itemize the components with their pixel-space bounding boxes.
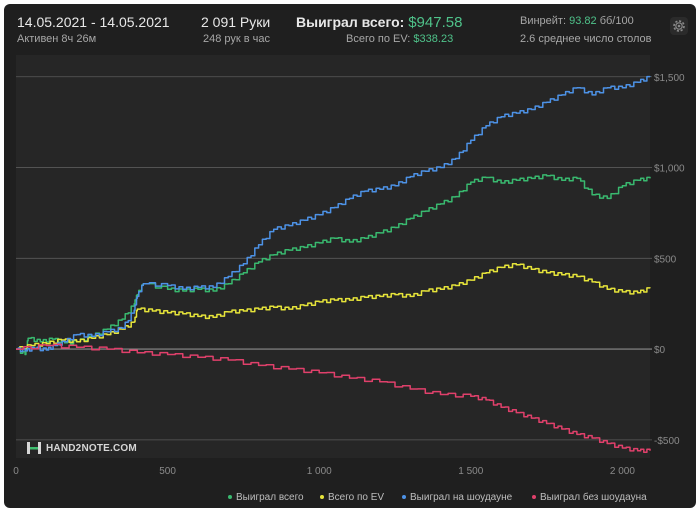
legend-dot-icon	[228, 495, 232, 500]
x-tick-label: 0	[13, 466, 19, 477]
hands-count: 2 091 Руки	[201, 14, 271, 30]
y-tick-label: -$500	[654, 436, 680, 447]
active-time: Активен 8ч 26м	[17, 33, 97, 45]
date-range: 14.05.2021 - 14.05.2021	[17, 14, 170, 30]
hands-per-hour: 248 рук в час	[203, 33, 271, 45]
series-line-non-showdown	[16, 343, 651, 453]
won-total-value: $947.58	[408, 14, 463, 31]
ev-total-label: Всего по EV:	[346, 33, 411, 45]
settings-button[interactable]	[670, 17, 688, 35]
legend-item-won-total[interactable]: Выиграл всего	[228, 492, 304, 503]
chart-area	[16, 55, 650, 458]
y-tick-label: $1,000	[654, 164, 685, 175]
won-total-label: Выиграл всего:	[296, 14, 405, 30]
ev-total: Всего по EV: $338.23	[346, 33, 453, 45]
legend-dot-icon	[402, 495, 406, 500]
series-line-showdown	[16, 75, 651, 353]
legend-dot-icon	[320, 495, 324, 500]
series-line-won-total	[16, 174, 651, 356]
winrate-label: Винрейт:	[520, 15, 567, 27]
results-panel: 14.05.2021 - 14.05.2021 Активен 8ч 26м 2…	[4, 4, 696, 508]
legend-label: Всего по EV	[328, 492, 385, 503]
legend-label: Выиграл без шоудауна	[540, 492, 647, 503]
legend-item-non-showdown[interactable]: Выиграл без шоудауна	[532, 492, 647, 503]
y-tick-label: $500	[654, 254, 677, 265]
gear-icon	[673, 20, 685, 32]
won-total: Выиграл всего: $947.58	[296, 14, 462, 31]
y-tick-label: $0	[654, 345, 666, 356]
hand2note-logo-text: HAND2NOTE.COM	[46, 443, 137, 454]
legend-label: Выиграл на шоудауне	[410, 492, 513, 503]
winrate-unit: бб/100	[599, 15, 634, 27]
x-tick-label: 2 000	[610, 466, 635, 477]
legend-dot-icon	[532, 495, 536, 500]
winrate-value: 93.82	[569, 15, 597, 27]
legend-label: Выиграл всего	[236, 492, 304, 503]
series-line-ev-total	[16, 263, 651, 350]
x-tick-label: 1 000	[307, 466, 332, 477]
winrate: Винрейт: 93.82 бб/100	[520, 15, 634, 27]
y-tick-label: $1,500	[654, 73, 685, 84]
tables-average: 2.6 среднее число столов	[520, 33, 652, 45]
legend-item-showdown[interactable]: Выиграл на шоудауне	[402, 492, 512, 503]
legend-item-ev-total[interactable]: Всего по EV	[320, 492, 384, 503]
x-tick-label: 1 500	[458, 466, 483, 477]
ev-total-value: $338.23	[413, 33, 454, 45]
hand2note-logo-icon	[27, 442, 41, 454]
x-tick-label: 500	[159, 466, 176, 477]
profit-chart: -$500 $0 $500 $1,000 $1,500 0 500 1 000 1 500 2 0…	[13, 73, 685, 477]
